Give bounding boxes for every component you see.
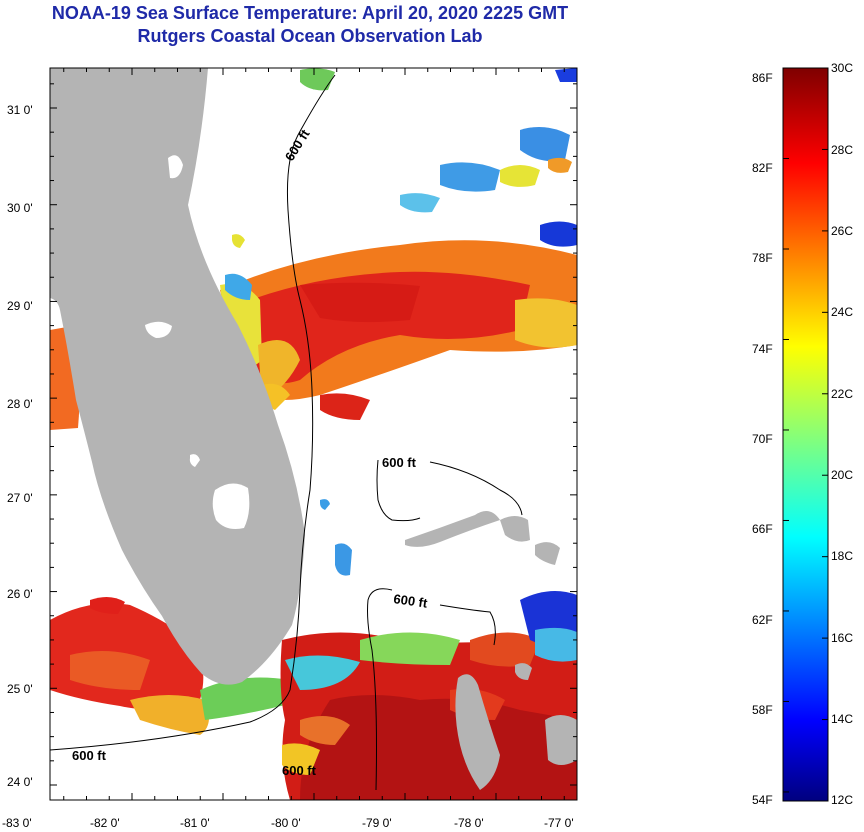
fahrenheit-label: 82F — [752, 161, 773, 175]
contour-label: 600 ft — [282, 763, 317, 778]
fahrenheit-label: 74F — [752, 342, 773, 356]
celsius-label: 20C — [831, 468, 853, 482]
lon-tick-label: -78 0' — [454, 816, 484, 830]
celsius-label: 14C — [831, 712, 853, 726]
celsius-label: 16C — [831, 631, 853, 645]
isobath-contours — [50, 74, 523, 791]
contour-label: 600 ft — [393, 591, 429, 611]
map-plot-area: 600 ft 600 ft 600 ft 600 ft 600 ft — [50, 68, 577, 800]
lat-tick-label: 25 0' — [7, 682, 33, 696]
temperature-colorbar: 86F 82F 78F 74F 70F 66F 62F 58F 54F 30C … — [752, 61, 853, 807]
contour-label: 600 ft — [72, 748, 107, 763]
map-title: NOAA-19 Sea Surface Temperature: April 2… — [51, 3, 569, 23]
fahrenheit-label: 86F — [752, 71, 773, 85]
lat-tick-label: 31 0' — [7, 103, 33, 117]
land-mass — [50, 68, 577, 790]
sst-patches — [50, 68, 577, 800]
contour-label: 600 ft — [382, 455, 417, 470]
fahrenheit-label: 78F — [752, 251, 773, 265]
fahrenheit-label: 66F — [752, 522, 773, 536]
longitude-axis: -83 0' -82 0' -81 0' -80 0' -79 0' -78 0… — [2, 816, 574, 830]
lat-tick-label: 26 0' — [7, 587, 33, 601]
lon-tick-label: -79 0' — [362, 816, 392, 830]
celsius-label: 12C — [831, 793, 853, 807]
colorbar-gradient — [782, 67, 829, 802]
celsius-label: 24C — [831, 305, 853, 319]
celsius-label: 22C — [831, 387, 853, 401]
celsius-scale: 30C 28C 26C 24C 22C 20C 18C 16C 14C 12C — [831, 61, 853, 807]
lon-tick-label: -82 0' — [90, 816, 120, 830]
inland-clouds — [145, 155, 250, 529]
lat-tick-label: 28 0' — [7, 397, 33, 411]
lat-tick-label: 27 0' — [7, 491, 33, 505]
celsius-label: 28C — [831, 143, 853, 157]
fahrenheit-label: 54F — [752, 793, 773, 807]
lon-tick-label: -77 0' — [544, 816, 574, 830]
celsius-label: 26C — [831, 224, 853, 238]
fahrenheit-label: 70F — [752, 432, 773, 446]
fahrenheit-label: 58F — [752, 703, 773, 717]
axis-ticks — [50, 68, 577, 800]
lon-tick-label: -80 0' — [271, 816, 301, 830]
latitude-axis: 31 0' 30 0' 29 0' 28 0' 27 0' 26 0' 25 0… — [7, 103, 33, 789]
celsius-label: 18C — [831, 549, 853, 563]
lat-tick-label: 29 0' — [7, 299, 33, 313]
lon-tick-label: -81 0' — [180, 816, 210, 830]
fahrenheit-label: 62F — [752, 613, 773, 627]
lat-tick-label: 24 0' — [7, 775, 33, 789]
celsius-label: 30C — [831, 61, 853, 75]
map-subtitle: Rutgers Coastal Ocean Observation Lab — [137, 26, 483, 46]
fahrenheit-scale: 86F 82F 78F 74F 70F 66F 62F 58F 54F — [752, 71, 773, 807]
lat-tick-label: 30 0' — [7, 201, 33, 215]
colorbar-ticks — [783, 67, 828, 802]
lon-tick-label: -83 0' — [2, 816, 32, 830]
